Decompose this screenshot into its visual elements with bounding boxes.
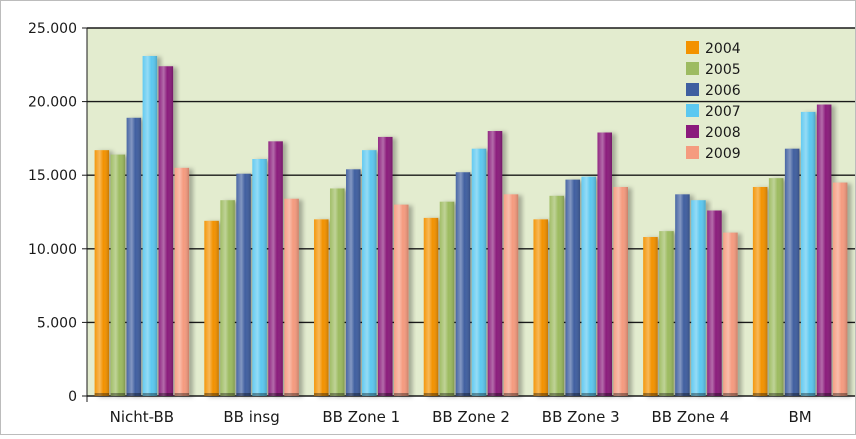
x-tick-label: BB Zone 3 bbox=[542, 408, 620, 426]
bar bbox=[362, 150, 377, 396]
bar bbox=[252, 159, 267, 396]
bar bbox=[581, 176, 596, 396]
bar bbox=[236, 173, 251, 396]
bar bbox=[487, 131, 503, 397]
bar bbox=[204, 220, 219, 396]
bar bbox=[284, 198, 299, 396]
bar bbox=[455, 172, 471, 396]
bar bbox=[330, 188, 345, 396]
bar bbox=[378, 136, 393, 397]
y-tick-label: 10.000 bbox=[28, 242, 77, 258]
bar bbox=[174, 167, 190, 396]
y-tick-label: 0 bbox=[68, 389, 77, 405]
x-tick-label: BB Zone 1 bbox=[322, 408, 400, 426]
bar bbox=[268, 141, 283, 396]
legend-label: 2006 bbox=[705, 83, 741, 99]
legend: 2004 2005 2006 2007 2008 2009 bbox=[686, 41, 741, 162]
legend-label: 2005 bbox=[705, 62, 741, 78]
bar bbox=[723, 232, 738, 396]
bar bbox=[597, 132, 612, 396]
x-axis-labels: Nicht-BB BB insg BB Zone 1 BB Zone 2 BB Zone… bbox=[110, 408, 812, 426]
y-axis-ticks: 0 5.000 10.000 15.000 20.000 25.000 bbox=[28, 21, 88, 405]
bar bbox=[675, 194, 690, 396]
bar bbox=[707, 210, 722, 396]
bar bbox=[142, 55, 158, 397]
y-tick-label: 20.000 bbox=[28, 95, 77, 111]
bar bbox=[314, 219, 329, 396]
bar bbox=[691, 200, 706, 396]
bar bbox=[659, 231, 674, 396]
bar bbox=[220, 200, 235, 396]
bar bbox=[439, 201, 455, 396]
legend-label: 2004 bbox=[705, 41, 741, 57]
legend-swatch bbox=[686, 104, 699, 117]
legend-label: 2009 bbox=[705, 146, 741, 162]
bar bbox=[94, 150, 110, 396]
bar bbox=[503, 194, 519, 396]
bar bbox=[549, 195, 564, 396]
bar bbox=[471, 148, 487, 396]
x-tick-label: BB insg bbox=[223, 408, 279, 426]
bar bbox=[816, 104, 832, 396]
x-tick-label: BB Zone 2 bbox=[432, 408, 510, 426]
x-tick-label: BB Zone 4 bbox=[651, 408, 729, 426]
bar bbox=[800, 111, 816, 397]
bar bbox=[110, 154, 126, 396]
bar bbox=[768, 178, 784, 396]
legend-swatch bbox=[686, 41, 699, 54]
bar bbox=[346, 169, 361, 396]
y-tick-label: 15.000 bbox=[28, 168, 77, 184]
legend-label: 2007 bbox=[705, 104, 741, 120]
bar bbox=[565, 179, 580, 396]
bar bbox=[126, 117, 142, 397]
legend-swatch bbox=[686, 146, 699, 159]
bar bbox=[832, 182, 848, 396]
legend-swatch bbox=[686, 125, 699, 138]
legend-swatch bbox=[686, 83, 699, 96]
legend-swatch bbox=[686, 62, 699, 75]
x-tick-label: Nicht-BB bbox=[110, 408, 174, 426]
legend-label: 2008 bbox=[705, 125, 741, 141]
bar bbox=[643, 237, 658, 396]
bar bbox=[423, 217, 439, 396]
x-tick-label: BM bbox=[789, 408, 812, 426]
bars bbox=[94, 55, 848, 397]
bar bbox=[533, 219, 548, 396]
bar bbox=[613, 186, 628, 396]
y-tick-label: 25.000 bbox=[28, 21, 77, 37]
bar bbox=[784, 148, 800, 396]
bar bbox=[158, 66, 174, 396]
y-tick-label: 5.000 bbox=[37, 315, 77, 331]
bar bbox=[394, 204, 409, 396]
bar bbox=[752, 186, 768, 396]
